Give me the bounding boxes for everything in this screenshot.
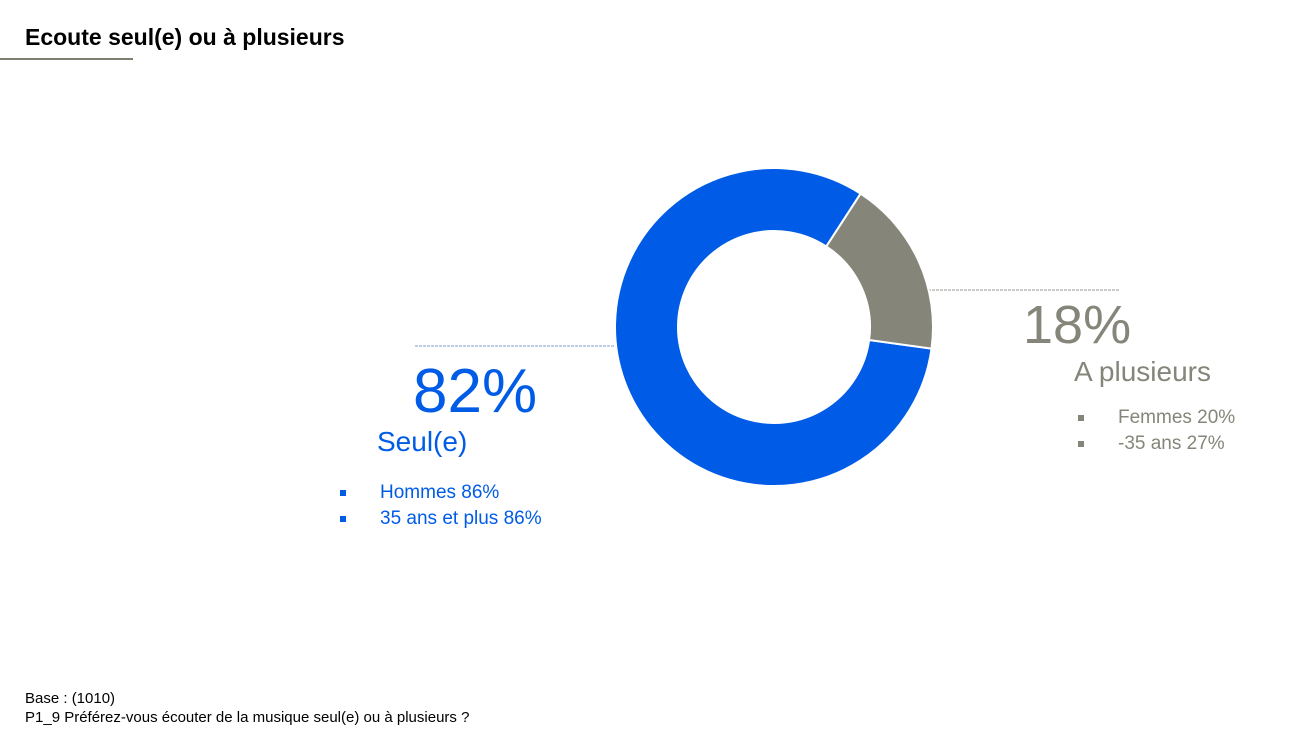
seul-label: Seul(e) — [377, 426, 468, 457]
plusieurs-detail-item: -35 ans 27% — [1078, 431, 1235, 457]
seul-detail-item: 35 ans et plus 86% — [340, 506, 542, 532]
bullet-square-icon — [340, 516, 346, 522]
plusieurs-percentage: 18% — [1023, 295, 1132, 355]
question-note: P1_9 Préférez-vous écouter de la musique… — [25, 709, 470, 726]
title-underline — [0, 58, 133, 60]
seul-detail-item: Hommes 86% — [340, 480, 542, 506]
page-title: Ecoute seul(e) ou à plusieurs — [25, 24, 345, 50]
bullet-square-icon — [340, 490, 346, 496]
plusieurs-label: A plusieurs — [1074, 356, 1211, 387]
seul-percentage: 82% — [413, 357, 538, 426]
seul-details-list: Hommes 86% 35 ans et plus 86% — [340, 480, 542, 532]
plusieurs-detail-item: Femmes 20% — [1078, 405, 1235, 431]
donut-slice-seul — [614, 167, 933, 487]
plusieurs-details-list: Femmes 20% -35 ans 27% — [1078, 405, 1235, 457]
footer-notes: Base : (1010) P1_9 Préférez-vous écouter… — [25, 689, 469, 727]
bullet-square-icon — [1078, 441, 1084, 447]
donut-slice-plusieurs — [824, 192, 934, 350]
bullet-square-icon — [1078, 415, 1084, 421]
base-note: Base : (1010) — [25, 690, 116, 707]
